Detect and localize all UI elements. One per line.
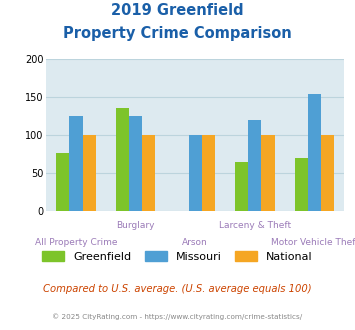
Bar <box>261 135 274 211</box>
Bar <box>70 116 82 211</box>
Bar <box>82 135 95 211</box>
Text: Property Crime Comparison: Property Crime Comparison <box>63 26 292 41</box>
Text: Burglary: Burglary <box>116 221 155 230</box>
Bar <box>56 153 70 211</box>
Bar <box>129 116 142 211</box>
Bar <box>189 135 202 211</box>
Bar <box>116 108 129 211</box>
Bar <box>248 120 261 211</box>
Text: Motor Vehicle Theft: Motor Vehicle Theft <box>271 238 355 247</box>
Bar <box>142 135 155 211</box>
Bar <box>202 135 215 211</box>
Text: Compared to U.S. average. (U.S. average equals 100): Compared to U.S. average. (U.S. average … <box>43 284 312 294</box>
Bar <box>321 135 334 211</box>
Bar <box>295 158 308 211</box>
Text: All Property Crime: All Property Crime <box>35 238 117 247</box>
Text: 2019 Greenfield: 2019 Greenfield <box>111 3 244 18</box>
Text: Arson: Arson <box>182 238 208 247</box>
Legend: Greenfield, Missouri, National: Greenfield, Missouri, National <box>38 247 317 266</box>
Text: © 2025 CityRating.com - https://www.cityrating.com/crime-statistics/: © 2025 CityRating.com - https://www.city… <box>53 314 302 320</box>
Bar <box>308 94 321 211</box>
Bar <box>235 162 248 211</box>
Text: Larceny & Theft: Larceny & Theft <box>219 221 291 230</box>
